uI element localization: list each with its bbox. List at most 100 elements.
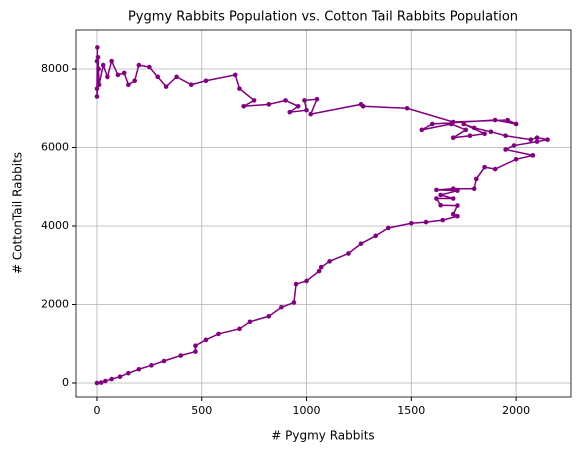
- data-point: [237, 86, 242, 91]
- x-tick-label: 1000: [293, 404, 321, 417]
- data-point: [94, 86, 100, 91]
- data-point: [304, 278, 309, 284]
- data-point: [188, 82, 194, 88]
- data-point: [283, 98, 288, 103]
- data-point: [94, 94, 100, 99]
- data-point: [455, 213, 460, 219]
- x-tick-label: 1500: [397, 404, 425, 417]
- data-point: [178, 353, 184, 358]
- y-tick-label: 8000: [41, 62, 69, 75]
- data-point: [513, 156, 519, 162]
- data-point: [136, 366, 142, 372]
- series-line: [96, 47, 548, 384]
- data-point: [438, 202, 443, 208]
- data-point: [98, 380, 104, 385]
- data-point: [492, 117, 498, 123]
- data-point: [450, 186, 456, 192]
- y-axis-label: # CottonTail Rabbits: [11, 152, 25, 274]
- data-point: [450, 119, 456, 125]
- data-point: [450, 135, 456, 140]
- y-tick-label: 4000: [41, 219, 69, 232]
- data-point: [203, 78, 209, 84]
- data-point: [163, 84, 169, 89]
- data-point: [304, 107, 309, 113]
- data-point: [318, 264, 324, 270]
- data-point: [358, 241, 364, 246]
- data-point: [545, 137, 550, 142]
- data-point: [467, 133, 473, 139]
- data-point: [295, 103, 301, 109]
- data-point: [450, 196, 456, 201]
- data-point: [434, 196, 439, 201]
- data-point: [316, 268, 322, 274]
- data-point: [528, 137, 534, 142]
- data-point: [423, 219, 429, 225]
- data-point: [404, 105, 410, 111]
- data-point: [488, 129, 494, 135]
- data-point: [463, 127, 469, 133]
- data-point: [149, 363, 154, 368]
- data-point: [314, 96, 320, 102]
- data-point: [216, 331, 221, 337]
- data-point: [96, 66, 101, 72]
- data-point: [266, 102, 272, 107]
- x-tick-label: 0: [93, 404, 100, 417]
- data-point: [503, 133, 508, 139]
- data-point: [358, 102, 364, 107]
- data-point: [155, 74, 161, 80]
- data-point: [94, 380, 100, 386]
- data-point: [438, 192, 443, 198]
- data-point: [455, 203, 460, 208]
- data-point: [266, 313, 272, 319]
- data-point: [308, 111, 314, 117]
- data-point: [161, 358, 167, 364]
- x-tick-label: 500: [191, 404, 212, 417]
- y-tick-label: 2000: [41, 297, 69, 310]
- data-point: [174, 74, 179, 80]
- data-point: [471, 125, 477, 131]
- data-point: [136, 62, 142, 68]
- data-point: [293, 281, 299, 287]
- chart-title: Pygmy Rabbits Population vs. Cotton Tail…: [128, 10, 518, 25]
- data-point: [115, 72, 121, 78]
- data-point: [373, 233, 378, 239]
- data-point: [203, 337, 209, 343]
- data-point: [419, 127, 425, 133]
- data-point: [121, 70, 127, 76]
- y-tick-label: 6000: [41, 141, 69, 154]
- data-point: [237, 326, 242, 332]
- data-point: [193, 349, 198, 354]
- data-point: [302, 98, 307, 103]
- data-point: [291, 300, 297, 305]
- data-point: [126, 370, 131, 376]
- data-point: [440, 217, 446, 223]
- data-point: [232, 72, 238, 78]
- data-point: [241, 103, 246, 109]
- data-point: [471, 186, 477, 192]
- data-point: [513, 121, 519, 127]
- data-point: [461, 121, 467, 127]
- data-point: [327, 259, 332, 264]
- data-point: [95, 45, 100, 50]
- data-point: [346, 251, 351, 256]
- data-point: [105, 74, 110, 80]
- data-point: [511, 143, 517, 148]
- data-point: [429, 121, 435, 127]
- data-point: [434, 187, 439, 193]
- data-point: [109, 58, 114, 64]
- data-point: [482, 164, 487, 170]
- data-point: [450, 211, 456, 217]
- data-point: [534, 139, 540, 144]
- data-point: [147, 64, 152, 70]
- data-point: [455, 188, 460, 193]
- data-point: [96, 82, 102, 88]
- data-point: [473, 176, 479, 182]
- data-point: [193, 343, 198, 349]
- data-point: [117, 374, 123, 380]
- data-point: [126, 82, 131, 88]
- data-point: [95, 54, 101, 60]
- data-point: [409, 220, 414, 226]
- data-point: [247, 319, 253, 325]
- data-point: [287, 109, 293, 115]
